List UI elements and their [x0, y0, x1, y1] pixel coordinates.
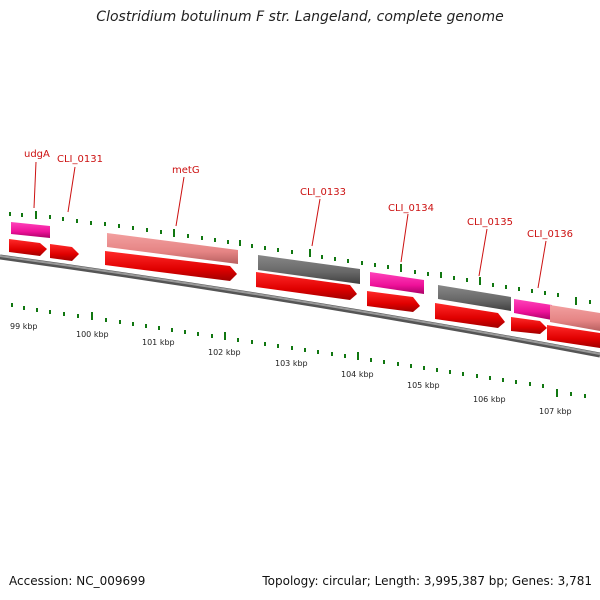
cds-arrow: [367, 291, 420, 312]
kbp-label: 102 kbp: [208, 348, 241, 357]
gene-bar-salmon-right: [550, 305, 600, 331]
genome-backbone: [0, 254, 600, 358]
kbp-label: 103 kbp: [275, 359, 308, 368]
kbp-label: 99 kbp: [10, 322, 38, 331]
gene-label-udgA: udgA: [24, 149, 50, 160]
gene-label-CLI_0136: CLI_0136: [527, 229, 573, 240]
cds-arrow: [9, 239, 47, 256]
gene-label-CLI_0134: CLI_0134: [388, 203, 434, 214]
kbp-label: 101 kbp: [142, 338, 175, 347]
genome-summary-text: Topology: circular; Length: 3,995,387 bp…: [262, 574, 592, 588]
cds-arrow: [105, 251, 237, 281]
cds-arrow: [256, 272, 357, 300]
gene-label-CLI_0131: CLI_0131: [57, 154, 103, 165]
gene-label-CLI_0135: CLI_0135: [467, 217, 513, 228]
gene-bar-CLI_0136: [514, 299, 552, 320]
gene-bar-udgA: [11, 222, 50, 238]
gene-labels: udgA CLI_0131 metG CLI_0133 CLI_0134 CLI…: [24, 149, 573, 240]
kbp-label: 105 kbp: [407, 381, 440, 390]
kbp-label: 107 kbp: [539, 407, 572, 416]
gene-bar-CLI_0133: [258, 255, 360, 284]
gene-bar-CLI_0135: [438, 285, 511, 311]
kbp-label: 100 kbp: [76, 330, 109, 339]
accession-text: Accession: NC_009699: [9, 574, 146, 588]
kbp-label-group: 99 kbp 100 kbp 101 kbp 102 kbp 103 kbp 1…: [10, 322, 572, 416]
cds-arrow: [435, 303, 505, 328]
kbp-label: 104 kbp: [341, 370, 374, 379]
upper-ticks: [9, 211, 591, 305]
gene-label-metG: metG: [172, 165, 200, 176]
lower-ticks: [11, 303, 586, 398]
cds-arrow: [50, 244, 79, 261]
feature-bars: [11, 222, 600, 331]
cds-arrow: [547, 325, 600, 348]
cds-arrow: [511, 317, 547, 334]
gene-bar-CLI_0134: [370, 272, 424, 294]
cds-arrows: [9, 239, 600, 348]
kbp-label: 106 kbp: [473, 395, 506, 404]
gene-bar-metG: [107, 233, 238, 264]
label-leader-lines: [33, 161, 547, 289]
gene-label-CLI_0133: CLI_0133: [300, 187, 346, 198]
page-title: Clostridium botulinum F str. Langeland, …: [96, 9, 504, 25]
